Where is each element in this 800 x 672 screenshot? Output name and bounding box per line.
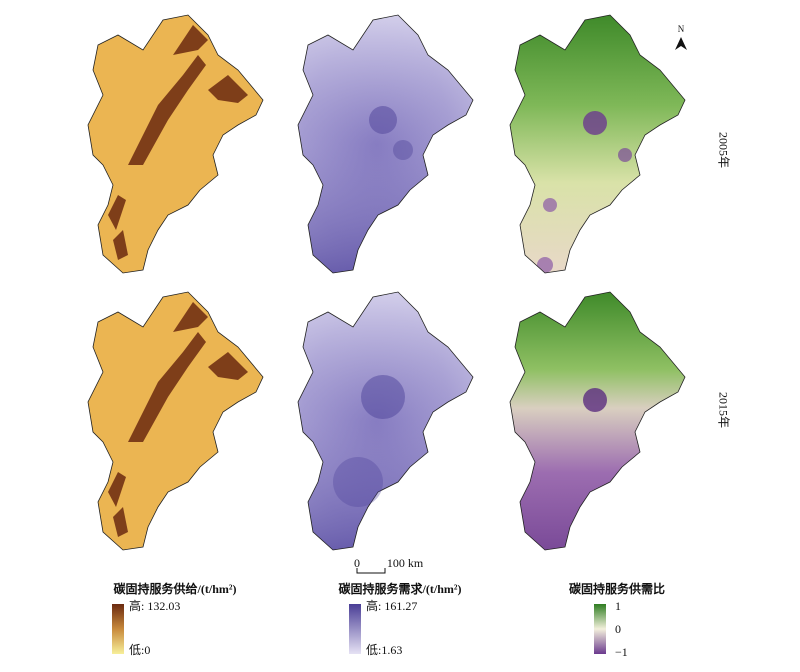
- row-label: 2005年: [716, 132, 730, 168]
- demand-map-2005: [298, 15, 473, 273]
- ratio-map-2005: [509, 14, 686, 274]
- north-label: N: [678, 24, 685, 34]
- legend-mid: 0: [615, 622, 621, 636]
- supply-map-2005: [88, 15, 263, 273]
- legend-high: 1: [615, 599, 621, 613]
- legend-bar: [349, 604, 361, 654]
- legend-bar: [112, 604, 124, 654]
- legend-low: 低:0: [129, 643, 150, 657]
- legend-high: 高: 161.27: [366, 598, 417, 613]
- legend-title: 碳固持服务供需比: [569, 581, 665, 596]
- legend-low: −1: [615, 645, 628, 659]
- supply-map-2015: [88, 292, 263, 550]
- legend-high: 高: 132.03: [129, 598, 180, 613]
- legend-bar: [594, 604, 606, 654]
- scale-end: 100 km: [387, 556, 424, 570]
- demand-map-2015: [298, 292, 473, 550]
- north-arrow: N: [675, 24, 687, 50]
- legend-title: 碳固持服务需求/(t/hm²): [339, 581, 462, 596]
- legend-title: 碳固持服务供给/(t/hm²): [114, 581, 237, 596]
- legend-low: 低:1.63: [366, 643, 402, 657]
- ratio-map-2015: [509, 291, 686, 551]
- scale-bar: 0 100 km: [354, 556, 424, 574]
- scale-start: 0: [354, 556, 360, 570]
- row-label: 2015年: [716, 392, 730, 428]
